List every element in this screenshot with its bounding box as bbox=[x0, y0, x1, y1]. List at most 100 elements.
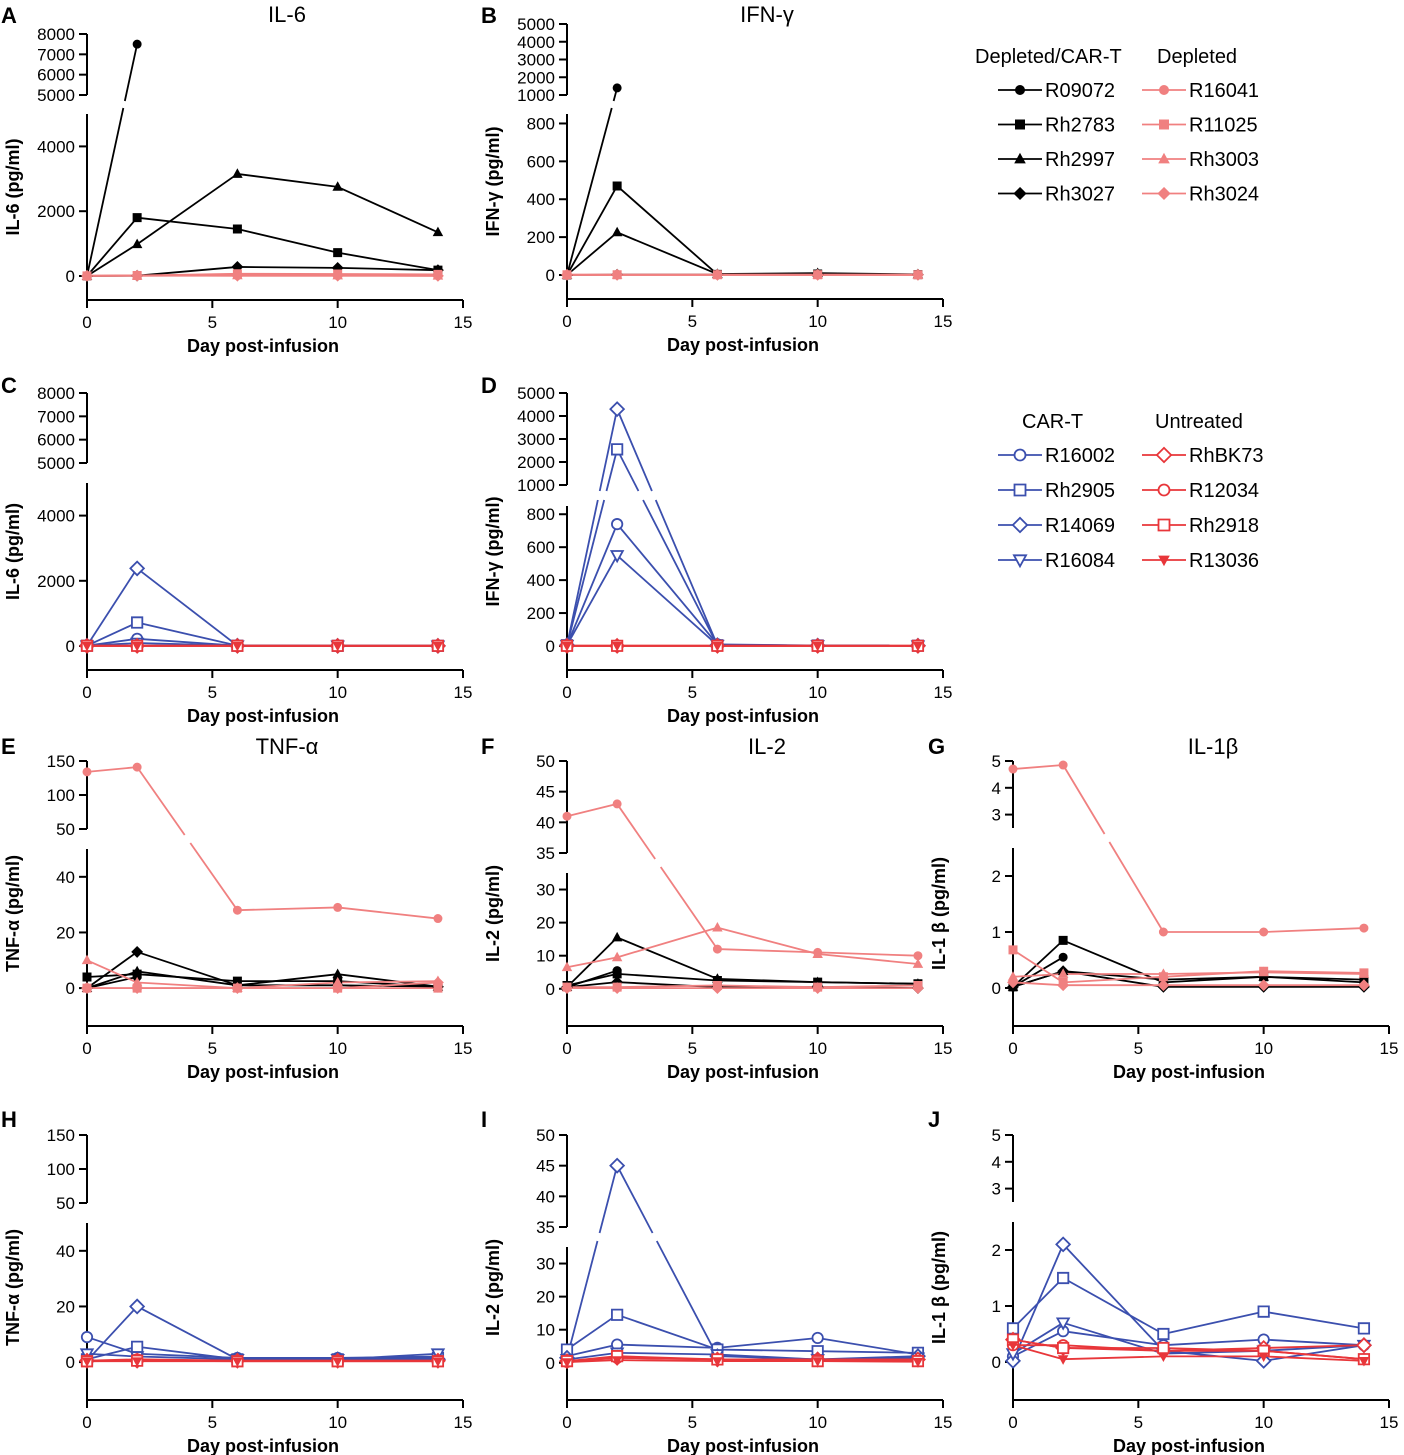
series-line bbox=[817, 981, 918, 985]
y-tick-label: 50 bbox=[536, 1126, 555, 1145]
series-line bbox=[137, 216, 238, 230]
y-tick-label: 35 bbox=[536, 1218, 555, 1237]
series-line bbox=[616, 554, 719, 646]
series-line bbox=[566, 973, 618, 987]
series-line bbox=[616, 408, 653, 492]
series-line bbox=[817, 1350, 918, 1354]
markers-r13036 bbox=[561, 641, 924, 652]
series-line bbox=[1012, 939, 1064, 988]
data-point bbox=[332, 968, 343, 979]
y-tick-label: 6000 bbox=[37, 431, 75, 450]
panel-letter: G bbox=[928, 734, 945, 759]
data-point bbox=[712, 921, 723, 932]
x-tick-label: 10 bbox=[328, 683, 347, 702]
data-point bbox=[812, 948, 823, 958]
legend-marker bbox=[1158, 152, 1170, 164]
series-line bbox=[617, 984, 718, 989]
x-tick-label: 15 bbox=[1380, 1039, 1399, 1058]
series-line bbox=[1263, 1349, 1365, 1361]
legend-label: Rh3024 bbox=[1189, 184, 1259, 206]
legend-marker bbox=[1015, 119, 1025, 130]
data-point bbox=[712, 641, 723, 652]
x-tick-label: 15 bbox=[454, 1413, 473, 1432]
panel-title: IL-6 bbox=[268, 2, 306, 27]
x-tick-label: 10 bbox=[808, 683, 827, 702]
data-point bbox=[432, 269, 444, 282]
data-point bbox=[611, 268, 624, 281]
y-tick-label: 0 bbox=[66, 267, 75, 286]
y-axis-title: IL-6 (pg/ml) bbox=[3, 139, 23, 236]
data-point bbox=[1257, 1305, 1270, 1318]
markers-rh3003 bbox=[561, 921, 924, 972]
x-tick-label: 15 bbox=[454, 683, 473, 702]
data-point bbox=[611, 1356, 623, 1366]
x-tick-label: 10 bbox=[808, 1413, 827, 1432]
y-tick-label: 4000 bbox=[517, 407, 555, 426]
data-point bbox=[81, 982, 93, 994]
data-point bbox=[912, 1357, 924, 1368]
series-line bbox=[137, 981, 238, 989]
y-tick-label: 2000 bbox=[37, 202, 75, 221]
legend-marker bbox=[1013, 448, 1027, 462]
y-tick-label: 7000 bbox=[37, 45, 75, 64]
panel-d: D 1000 2000 3000 4000 5000 0 200 400 600 800 0 5 10 15… bbox=[481, 373, 952, 726]
x-tick-label: 15 bbox=[1380, 1413, 1399, 1432]
x-tick-label: 10 bbox=[808, 1039, 827, 1058]
data-point bbox=[609, 1157, 626, 1174]
x-tick-label: 0 bbox=[562, 683, 571, 702]
y-tick-label: 4000 bbox=[37, 137, 75, 156]
panel-letter: C bbox=[1, 373, 17, 398]
x-tick-label: 15 bbox=[934, 683, 953, 702]
y-tick-label: 4000 bbox=[37, 507, 75, 526]
data-point bbox=[1358, 968, 1370, 978]
series-line bbox=[86, 621, 138, 647]
series-line bbox=[136, 766, 186, 836]
series-line bbox=[337, 186, 439, 234]
y-tick-label: 800 bbox=[527, 505, 555, 524]
series-line bbox=[566, 803, 618, 818]
x-tick-label: 0 bbox=[82, 1413, 91, 1432]
data-point bbox=[1057, 1355, 1069, 1365]
data-point bbox=[1258, 1352, 1269, 1363]
series-rh2783 bbox=[86, 216, 439, 277]
series-line bbox=[566, 499, 599, 646]
data-point bbox=[561, 961, 573, 972]
data-point bbox=[612, 181, 622, 191]
data-point bbox=[131, 965, 143, 976]
legend-2: CAR-T R16002 Rh2905 R14069 R16084 Untreated Rh… bbox=[998, 411, 1264, 572]
y-tick-label: 10 bbox=[536, 1321, 555, 1340]
x-tick-label: 10 bbox=[1254, 1413, 1273, 1432]
series-r16084 bbox=[86, 1352, 438, 1361]
series-line bbox=[1263, 971, 1364, 975]
x-axis-title: Day post-infusion bbox=[667, 1062, 819, 1082]
series-line bbox=[237, 906, 338, 912]
legend-marker bbox=[1159, 85, 1169, 95]
y-tick-label: 3 bbox=[992, 806, 1001, 825]
x-tick-label: 10 bbox=[328, 1413, 347, 1432]
series-line bbox=[1012, 1322, 1064, 1355]
data-point bbox=[131, 238, 143, 249]
series-line bbox=[566, 1355, 618, 1363]
series-line bbox=[598, 408, 619, 492]
panel-c: C 5000 6000 7000 8000 0 2000 4000 0 5 10 15 Day post… bbox=[1, 373, 472, 726]
series-rh3003 bbox=[566, 926, 919, 969]
data-point bbox=[561, 982, 573, 995]
series-rh2783 bbox=[566, 185, 918, 276]
legend-group-title: CAR-T bbox=[1022, 411, 1083, 433]
markers-r13036 bbox=[1007, 1341, 1370, 1367]
panel-title: IL-1β bbox=[1188, 734, 1239, 759]
x-tick-label: 15 bbox=[934, 1413, 953, 1432]
series-line bbox=[617, 1351, 718, 1356]
data-point bbox=[131, 946, 144, 958]
data-point bbox=[432, 641, 444, 652]
series-line bbox=[86, 959, 138, 984]
markers-rh3003 bbox=[1007, 966, 1370, 981]
series-line bbox=[86, 1352, 138, 1358]
y-tick-label: 30 bbox=[536, 881, 555, 900]
legend-group-title: Untreated bbox=[1155, 411, 1243, 433]
data-point bbox=[811, 982, 824, 995]
series-line bbox=[1108, 841, 1165, 933]
y-tick-label: 20 bbox=[536, 914, 555, 933]
series-line bbox=[1012, 1344, 1064, 1361]
